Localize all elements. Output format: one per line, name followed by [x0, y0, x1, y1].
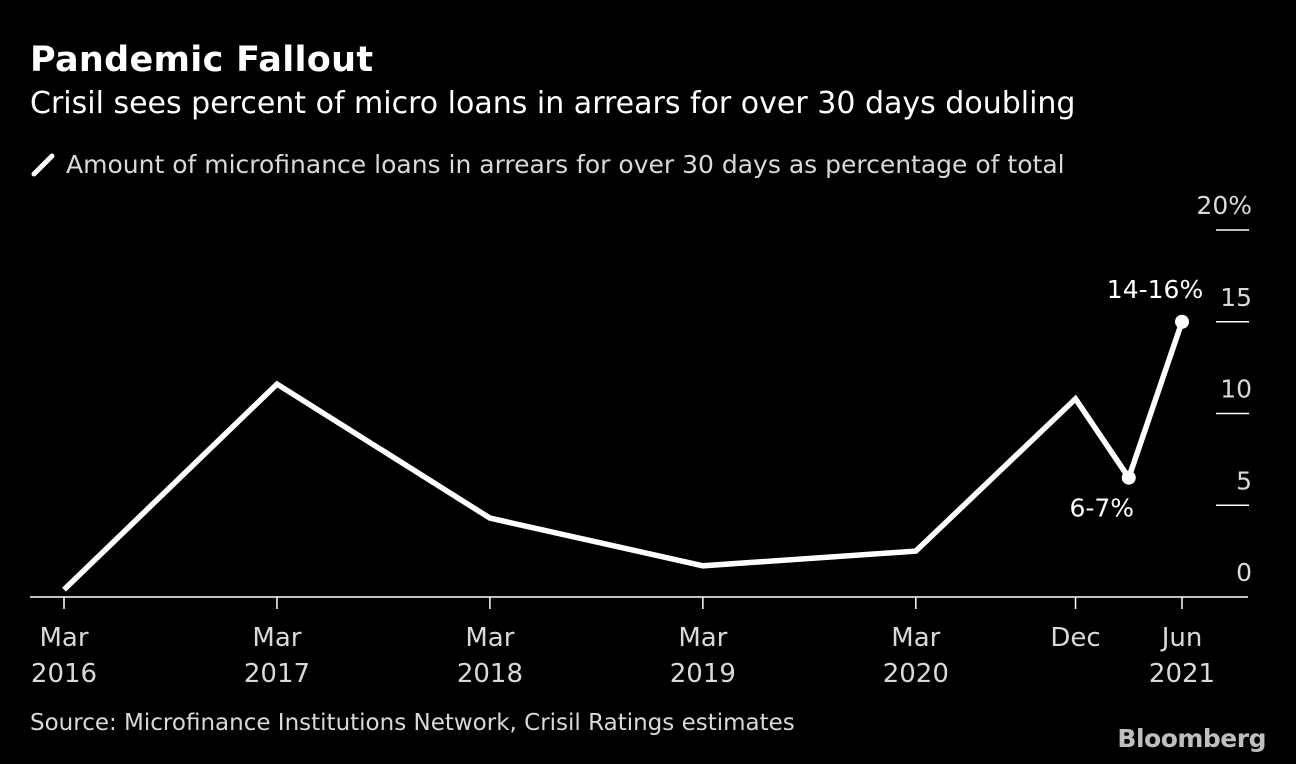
x-axis: Mar 2016 Mar 2017 Mar 2018 Mar 2019 Mar 2020 Dec Ju…: [30, 596, 1248, 689]
x-tick-label-month: Jun: [1160, 623, 1203, 653]
bloomberg-logo: Bloomberg: [1117, 724, 1266, 753]
x-tick-label-year: 2016: [31, 659, 97, 689]
chart-title: Pandemic Fallout: [30, 40, 374, 80]
chart-subtitle: Crisil sees percent of micro loans in ar…: [30, 86, 1076, 121]
annotations-group: 14-16% 6-7%: [1069, 275, 1203, 523]
y-tick-label: 15: [1220, 283, 1252, 312]
x-tick-label-month: Mar: [891, 623, 940, 653]
legend-line-icon: [31, 153, 55, 176]
y-tick-label: 20%: [1196, 191, 1252, 220]
annotation-marker: [1121, 470, 1136, 485]
x-tick-label-month: Mar: [39, 623, 88, 653]
x-tick-label-year: 2017: [244, 659, 310, 689]
series-line: [62, 320, 1185, 592]
y-tick-label: 0: [1236, 558, 1252, 587]
x-tick-label-month: Mar: [252, 623, 301, 653]
x-tick-label-month: Dec: [1050, 623, 1100, 653]
annotation-marker: [1175, 314, 1189, 329]
x-tick-label-month: Mar: [465, 623, 514, 653]
legend: Amount of microfinance loans in arrears …: [30, 150, 1065, 179]
x-tick-label-year: 2021: [1149, 659, 1215, 689]
x-tick-label-year: 2018: [457, 659, 523, 689]
series-group: [62, 320, 1185, 592]
x-tick-label-year: 2020: [883, 659, 949, 689]
annotation-label: 14-16%: [1107, 275, 1203, 304]
annotation-label: 6-7%: [1069, 494, 1134, 523]
y-tick-label: 10: [1220, 375, 1252, 404]
x-tick-label-year: 2019: [670, 659, 736, 689]
y-tick-label: 5: [1236, 466, 1252, 495]
y-axis: 20% 15 10 5 0: [1196, 191, 1252, 587]
legend-label: Amount of microfinance loans in arrears …: [66, 150, 1065, 179]
x-tick-label-month: Mar: [678, 623, 727, 653]
source-note: Source: Microfinance Institutions Networ…: [30, 710, 795, 736]
